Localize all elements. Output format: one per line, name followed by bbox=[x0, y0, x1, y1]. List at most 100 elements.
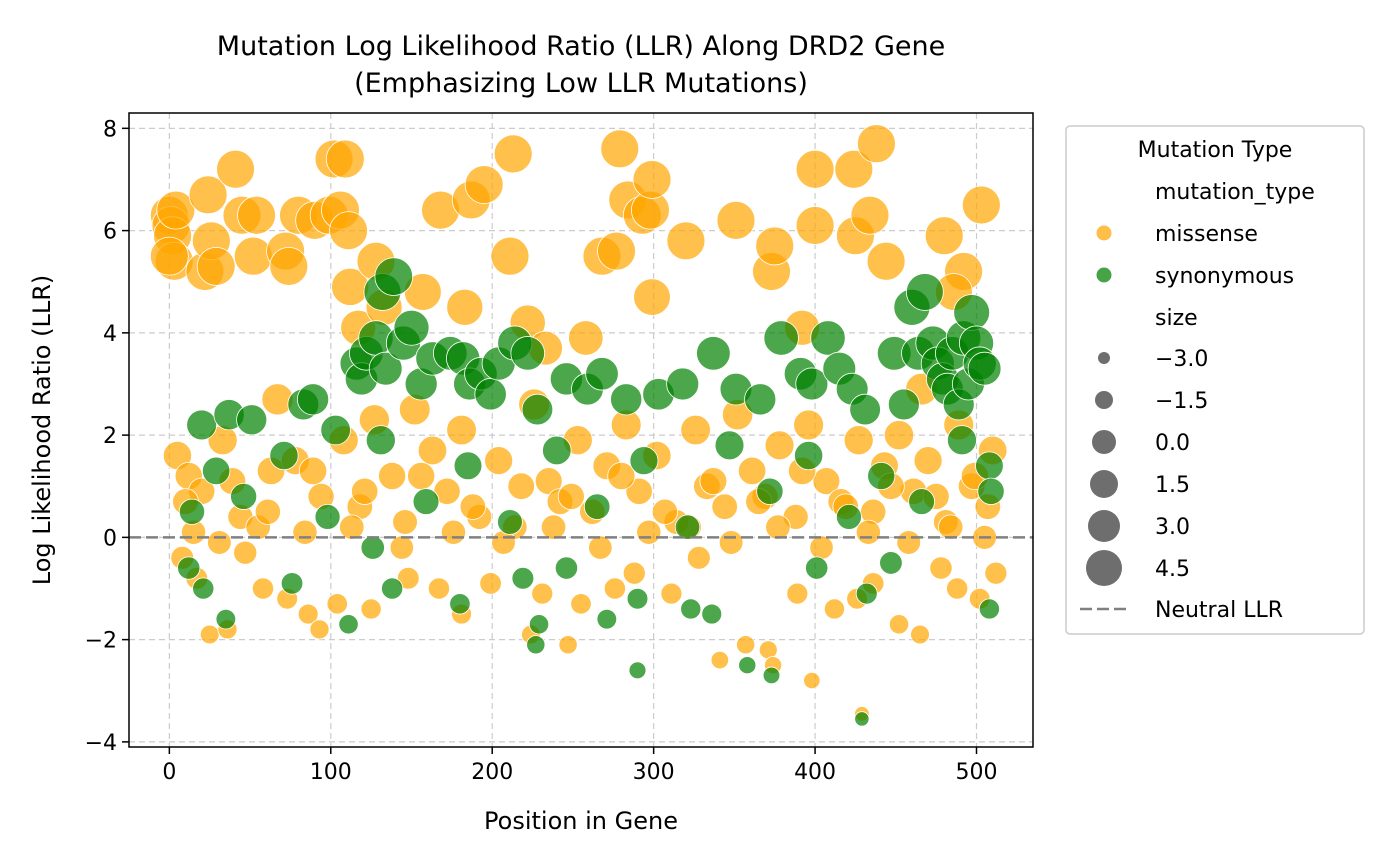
scatter-point-synonymous bbox=[978, 598, 1000, 620]
scatter-point-synonymous bbox=[628, 661, 647, 680]
scatter-point-synonymous bbox=[412, 488, 440, 515]
scatter-point-missense bbox=[309, 619, 330, 640]
scatter-point-missense bbox=[493, 134, 533, 174]
scatter-point-missense bbox=[857, 124, 896, 164]
series-synonymous bbox=[177, 257, 1005, 727]
scatter-point-missense bbox=[913, 446, 943, 476]
scatter-point-missense bbox=[339, 514, 365, 540]
scatter-point-missense bbox=[156, 190, 196, 230]
legend-hue-header: mutation_type bbox=[1155, 180, 1315, 205]
scatter-point-missense bbox=[149, 236, 189, 276]
scatter-point-missense bbox=[396, 566, 420, 590]
scatter-point-missense bbox=[686, 545, 711, 570]
scatter-point-missense bbox=[896, 530, 921, 555]
legend-size-label-4: 3.0 bbox=[1155, 515, 1190, 540]
legend-label-neutral-llr: Neutral LLR bbox=[1155, 598, 1283, 623]
scatter-point-missense bbox=[351, 477, 379, 505]
scatter-point-missense bbox=[812, 467, 841, 496]
scatter-point-synonymous bbox=[744, 383, 777, 416]
y-tick-label: −2 bbox=[85, 629, 117, 654]
scatter-point-synonymous bbox=[879, 551, 903, 575]
x-tick-label: 0 bbox=[162, 760, 176, 785]
scatter-point-missense bbox=[716, 200, 756, 240]
y-tick-label: 0 bbox=[103, 526, 117, 551]
scatter-point-missense bbox=[680, 414, 711, 446]
scatter-point-synonymous bbox=[680, 598, 702, 620]
y-tick-label: 2 bbox=[103, 424, 117, 449]
scatter-point-missense bbox=[298, 456, 328, 486]
scatter-point-missense bbox=[823, 598, 845, 620]
scatter-point-missense bbox=[427, 577, 450, 600]
scatter-point-missense bbox=[459, 493, 487, 520]
scatter-point-missense bbox=[764, 430, 795, 461]
legend-size-marker-2 bbox=[1092, 430, 1116, 454]
scatter-point-synonymous bbox=[810, 320, 846, 356]
scatter-point-missense bbox=[834, 149, 874, 189]
scatter-point-synonymous bbox=[192, 577, 215, 600]
x-axis-label: Position in Gene bbox=[484, 807, 678, 835]
legend-title: Mutation Type bbox=[1138, 138, 1293, 163]
scatter-point-missense bbox=[325, 139, 365, 179]
data-points bbox=[149, 124, 1008, 727]
scatter-point-synonymous bbox=[854, 711, 870, 727]
scatter-point-synonymous bbox=[794, 441, 824, 471]
scatter-point-missense bbox=[961, 185, 1001, 225]
legend-size-label-0: −3.0 bbox=[1155, 347, 1208, 372]
scatter-point-synonymous bbox=[610, 383, 643, 416]
scatter-point-missense bbox=[625, 477, 653, 505]
legend-size-header: size bbox=[1155, 306, 1198, 331]
scatter-point-missense bbox=[755, 226, 795, 266]
scatter-point-synonymous bbox=[511, 566, 535, 590]
legend-size-marker-1 bbox=[1095, 391, 1113, 409]
x-tick-label: 300 bbox=[633, 760, 675, 785]
scatter-point-synonymous bbox=[338, 614, 359, 635]
y-tick-label: 8 bbox=[103, 117, 117, 142]
scatter-point-missense bbox=[666, 221, 706, 261]
plot-frame bbox=[128, 112, 1034, 748]
scatter-point-synonymous bbox=[626, 587, 649, 610]
scatter-point-missense bbox=[392, 509, 418, 535]
scatter-point-synonymous bbox=[887, 388, 920, 421]
scatter-point-missense bbox=[558, 635, 578, 655]
scatter-point-missense bbox=[464, 165, 504, 204]
scatter-point-missense bbox=[188, 175, 228, 215]
scatter-point-missense bbox=[651, 498, 679, 525]
scatter-point-synonymous bbox=[449, 593, 471, 615]
legend-size-marker-3 bbox=[1090, 470, 1118, 498]
scatter-point-missense bbox=[600, 129, 640, 169]
scatter-point-missense bbox=[568, 320, 604, 356]
scatter-point-missense bbox=[710, 650, 729, 670]
scatter-point-missense bbox=[297, 603, 319, 625]
scatter-point-missense bbox=[196, 246, 236, 286]
scatter-point-synonymous bbox=[521, 393, 554, 426]
scatter-point-synonymous bbox=[393, 309, 430, 346]
scatter-point-missense bbox=[233, 540, 258, 565]
scatter-point-synonymous bbox=[542, 435, 572, 466]
scatter-point-synonymous bbox=[528, 614, 550, 635]
scatter-point-missense bbox=[292, 519, 318, 545]
scatter-point-synonymous bbox=[178, 498, 206, 525]
scatter-point-missense bbox=[938, 514, 964, 540]
x-tick-label: 100 bbox=[310, 760, 352, 785]
scatter-point-missense bbox=[490, 236, 530, 276]
scatter-point-synonymous bbox=[554, 556, 579, 580]
scatter-point-missense bbox=[795, 149, 835, 189]
scatter-point-missense bbox=[711, 493, 738, 520]
scatter-point-synonymous bbox=[186, 409, 218, 441]
scatter-point-synonymous bbox=[666, 367, 700, 401]
scatter-point-missense bbox=[479, 572, 502, 595]
scatter-point-missense bbox=[269, 246, 309, 286]
scatter-point-synonymous bbox=[314, 503, 341, 530]
legend-marker-missense bbox=[1096, 225, 1112, 241]
scatter-point-missense bbox=[622, 561, 646, 585]
scatter-point-missense bbox=[570, 593, 592, 615]
legend-size-label-1: −1.5 bbox=[1155, 389, 1208, 414]
scatter-point-missense bbox=[446, 288, 484, 326]
legend-frame bbox=[1065, 125, 1365, 635]
scatter-point-synonymous bbox=[849, 393, 881, 426]
scatter-point-missense bbox=[216, 149, 255, 189]
scatter-point-missense bbox=[786, 582, 809, 605]
legend-label-synonymous: synonymous bbox=[1155, 264, 1294, 289]
scatter-point-missense bbox=[636, 519, 662, 545]
scatter-point-missense bbox=[360, 598, 382, 620]
